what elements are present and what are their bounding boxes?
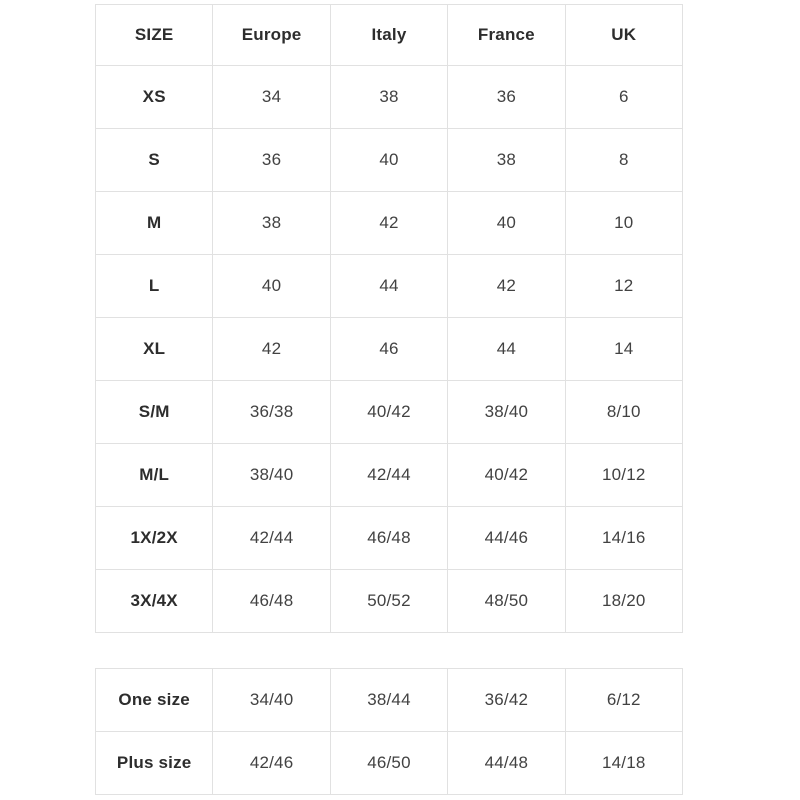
size-value-cell: 46/48 [212,569,331,633]
size-value-cell: 40 [212,254,331,318]
size-value-cell: 42 [212,317,331,381]
row-label-xl: XL [94,317,214,381]
size-value-cell: 36 [447,65,566,129]
size-conversion-table: SIZE Europe Italy France UK XS 34 38 36 6 S 36 40 38 8… [94,4,684,633]
table-row: M/L 38/40 42/44 40/42 10/12 [94,443,684,507]
size-value-cell: 42/44 [212,506,331,570]
size-value-cell: 38/40 [447,380,566,444]
special-sizes-table: One size 34/40 38/44 36/42 6/12 Plus size 42/4… [94,668,684,795]
size-value-cell: 8/10 [564,380,684,444]
size-value-cell: 44 [329,254,449,318]
tables-container: SIZE Europe Italy France UK XS 34 38 36 6 S 36 40 38 8… [94,4,684,795]
table-row: One size 34/40 38/44 36/42 6/12 [94,668,684,732]
row-label-3x-4x: 3X/4X [94,569,214,633]
row-label-s: S [94,128,214,192]
size-value-cell: 42/44 [329,443,449,507]
size-value-cell: 46/48 [329,506,449,570]
size-value-cell: 38 [329,65,449,129]
size-value-cell: 34 [212,65,331,129]
size-value-cell: 48/50 [447,569,566,633]
table-row: M 38 42 40 10 [94,191,684,255]
table-row: 1X/2X 42/44 46/48 44/46 14/16 [94,506,684,570]
size-value-cell: 6 [564,65,684,129]
size-value-cell: 10 [564,191,684,255]
column-header-uk: UK [564,4,684,66]
size-value-cell: 40 [447,191,566,255]
size-value-cell: 38/44 [329,668,449,732]
row-label-l: L [94,254,214,318]
column-header-europe: Europe [212,4,331,66]
row-label-m-l: M/L [94,443,214,507]
column-header-france: France [447,4,566,66]
size-value-cell: 44/46 [447,506,566,570]
size-value-cell: 46/50 [329,731,449,795]
table-row: Plus size 42/46 46/50 44/48 14/18 [94,731,684,795]
size-value-cell: 42 [447,254,566,318]
size-value-cell: 14 [564,317,684,381]
size-value-cell: 42 [329,191,449,255]
size-value-cell: 44/48 [447,731,566,795]
column-header-italy: Italy [329,4,449,66]
table-row: S/M 36/38 40/42 38/40 8/10 [94,380,684,444]
table-row: S 36 40 38 8 [94,128,684,192]
row-label-1x-2x: 1X/2X [94,506,214,570]
size-value-cell: 34/40 [212,668,331,732]
size-value-cell: 12 [564,254,684,318]
row-label-m: M [94,191,214,255]
size-value-cell: 42/46 [212,731,331,795]
size-value-cell: 18/20 [564,569,684,633]
table-row: L 40 44 42 12 [94,254,684,318]
size-value-cell: 46 [329,317,449,381]
column-header-size: SIZE [94,4,214,66]
table-row: 3X/4X 46/48 50/52 48/50 18/20 [94,569,684,633]
size-value-cell: 8 [564,128,684,192]
size-value-cell: 10/12 [564,443,684,507]
size-value-cell: 38/40 [212,443,331,507]
size-value-cell: 40 [329,128,449,192]
table-row: XS 34 38 36 6 [94,65,684,129]
size-value-cell: 36/38 [212,380,331,444]
size-value-cell: 6/12 [564,668,684,732]
size-value-cell: 38 [447,128,566,192]
header-row: SIZE Europe Italy France UK [94,4,684,66]
size-value-cell: 38 [212,191,331,255]
size-value-cell: 36 [212,128,331,192]
size-value-cell: 40/42 [447,443,566,507]
row-label-one-size: One size [94,668,214,732]
size-value-cell: 14/18 [564,731,684,795]
size-value-cell: 36/42 [447,668,566,732]
size-value-cell: 14/16 [564,506,684,570]
row-label-s-m: S/M [94,380,214,444]
size-value-cell: 44 [447,317,566,381]
size-value-cell: 40/42 [329,380,449,444]
size-value-cell: 50/52 [329,569,449,633]
table-row: XL 42 46 44 14 [94,317,684,381]
row-label-xs: XS [94,65,214,129]
row-label-plus-size: Plus size [94,731,214,795]
